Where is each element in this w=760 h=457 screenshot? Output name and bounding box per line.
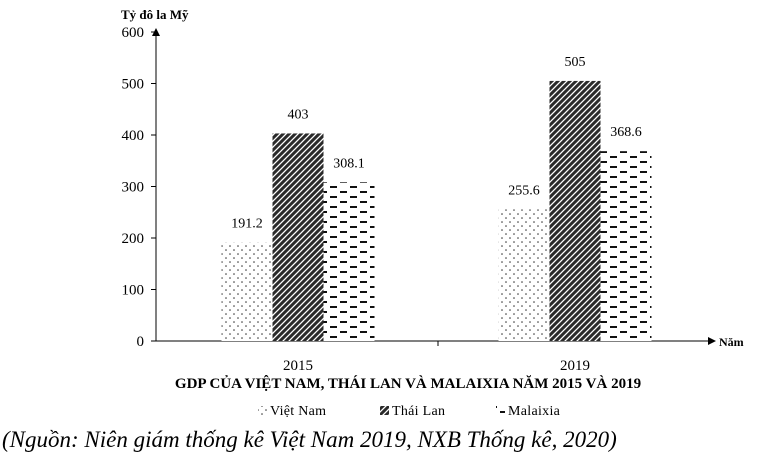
bar-value-label: 191.2	[231, 217, 263, 232]
legend-label: Thái Lan	[392, 404, 445, 419]
bar	[323, 182, 375, 341]
legend-swatch	[380, 406, 389, 415]
y-tick-label: 100	[122, 283, 145, 299]
x-tick-label: 2015	[283, 358, 313, 374]
y-tick-label: 200	[122, 231, 145, 247]
bar-value-label: 403	[288, 107, 309, 122]
y-tick-label: 400	[122, 128, 145, 144]
y-tick-label: 600	[122, 25, 145, 41]
bar-value-label: 308.1	[333, 156, 365, 171]
bar	[221, 242, 273, 341]
legend: Việt Nam Thái Lan Malaixia	[258, 404, 561, 419]
bar-labels: 191.2 403 308.1 255.6 505 368.6	[231, 55, 642, 232]
bar	[600, 151, 652, 341]
y-ticks: 0 100 200 300 400 500 600	[122, 25, 156, 350]
bar-value-label: 255.6	[508, 183, 540, 198]
bar-value-label: 368.6	[610, 125, 642, 140]
bars	[221, 80, 652, 342]
chart-title: GDP CỦA VIỆT NAM, THÁI LAN VÀ MALAIXIA N…	[175, 375, 641, 392]
x-axis-arrow-icon	[708, 337, 716, 345]
legend-swatch	[496, 406, 505, 415]
x-tick-label: 2019	[560, 358, 590, 374]
y-axis-label: Tỷ đô la Mỹ	[121, 7, 189, 22]
legend-swatch	[258, 406, 267, 415]
y-tick-label: 500	[122, 77, 145, 93]
bar-value-label: 505	[565, 55, 586, 70]
x-ticks: 2015 2019	[283, 358, 590, 374]
bar	[498, 209, 550, 341]
legend-label: Việt Nam	[270, 404, 326, 419]
source-note: (Nguồn: Niên giám thống kê Việt Nam 2019…	[2, 427, 617, 452]
y-tick-label: 300	[122, 180, 145, 196]
x-axis-label: Năm	[719, 335, 744, 349]
y-tick-label: 0	[137, 334, 145, 350]
bar	[272, 133, 324, 341]
bar	[549, 80, 601, 342]
legend-label: Malaixia	[508, 404, 561, 419]
